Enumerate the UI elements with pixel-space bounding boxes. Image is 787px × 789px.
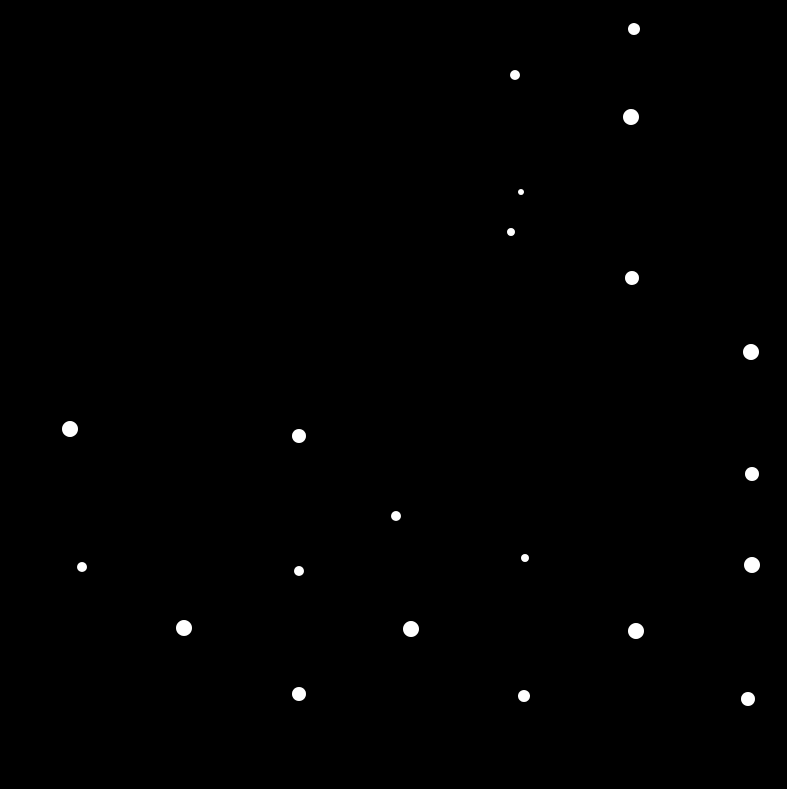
scatter-plot	[0, 0, 787, 789]
scatter-point	[294, 566, 304, 576]
scatter-point	[292, 687, 306, 701]
scatter-point	[176, 620, 192, 636]
scatter-point	[745, 467, 759, 481]
scatter-point	[391, 511, 401, 521]
scatter-point	[77, 562, 87, 572]
scatter-point	[623, 109, 639, 125]
scatter-point	[628, 623, 644, 639]
scatter-point	[521, 554, 529, 562]
scatter-point	[625, 271, 639, 285]
scatter-point	[518, 690, 530, 702]
scatter-point	[62, 421, 78, 437]
scatter-point	[510, 70, 520, 80]
scatter-point	[744, 557, 760, 573]
scatter-point	[403, 621, 419, 637]
scatter-point	[507, 228, 515, 236]
scatter-point	[628, 23, 640, 35]
scatter-point	[518, 189, 524, 195]
scatter-point	[741, 692, 755, 706]
scatter-point	[292, 429, 306, 443]
scatter-point	[743, 344, 759, 360]
